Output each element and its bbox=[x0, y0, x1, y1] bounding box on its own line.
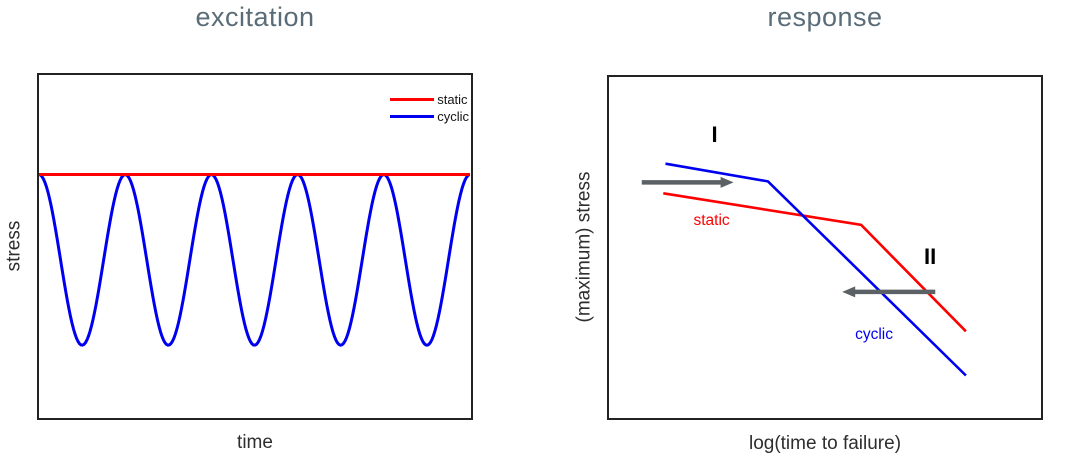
cyclic-line-swatch bbox=[390, 115, 435, 118]
excitation-plot: static cyclic bbox=[37, 73, 473, 420]
legend-item-cyclic: cyclic bbox=[390, 108, 469, 125]
static-curve-label: static bbox=[693, 211, 730, 229]
legend-label-static: static bbox=[437, 92, 468, 107]
cyclic-curve-label: cyclic bbox=[855, 326, 894, 344]
response-xlabel: log(time to failure) bbox=[748, 433, 902, 454]
response-plot: I II static cyclic bbox=[607, 75, 1043, 420]
response-ylabel: (maximum) stress bbox=[573, 171, 595, 323]
region-I-label: I bbox=[711, 122, 718, 148]
excitation-ylabel: stress bbox=[3, 220, 25, 272]
static-line-swatch bbox=[390, 98, 435, 101]
excitation-title: excitation bbox=[195, 2, 315, 32]
excitation-xlabel: time bbox=[237, 432, 273, 453]
legend: static cyclic bbox=[390, 91, 469, 125]
legend-label-cyclic: cyclic bbox=[437, 109, 469, 124]
region-II-label: II bbox=[923, 244, 937, 270]
excitation-chart bbox=[39, 172, 470, 347]
legend-item-static: static bbox=[390, 91, 469, 108]
response-chart bbox=[641, 162, 967, 377]
response-title: response bbox=[767, 2, 883, 32]
